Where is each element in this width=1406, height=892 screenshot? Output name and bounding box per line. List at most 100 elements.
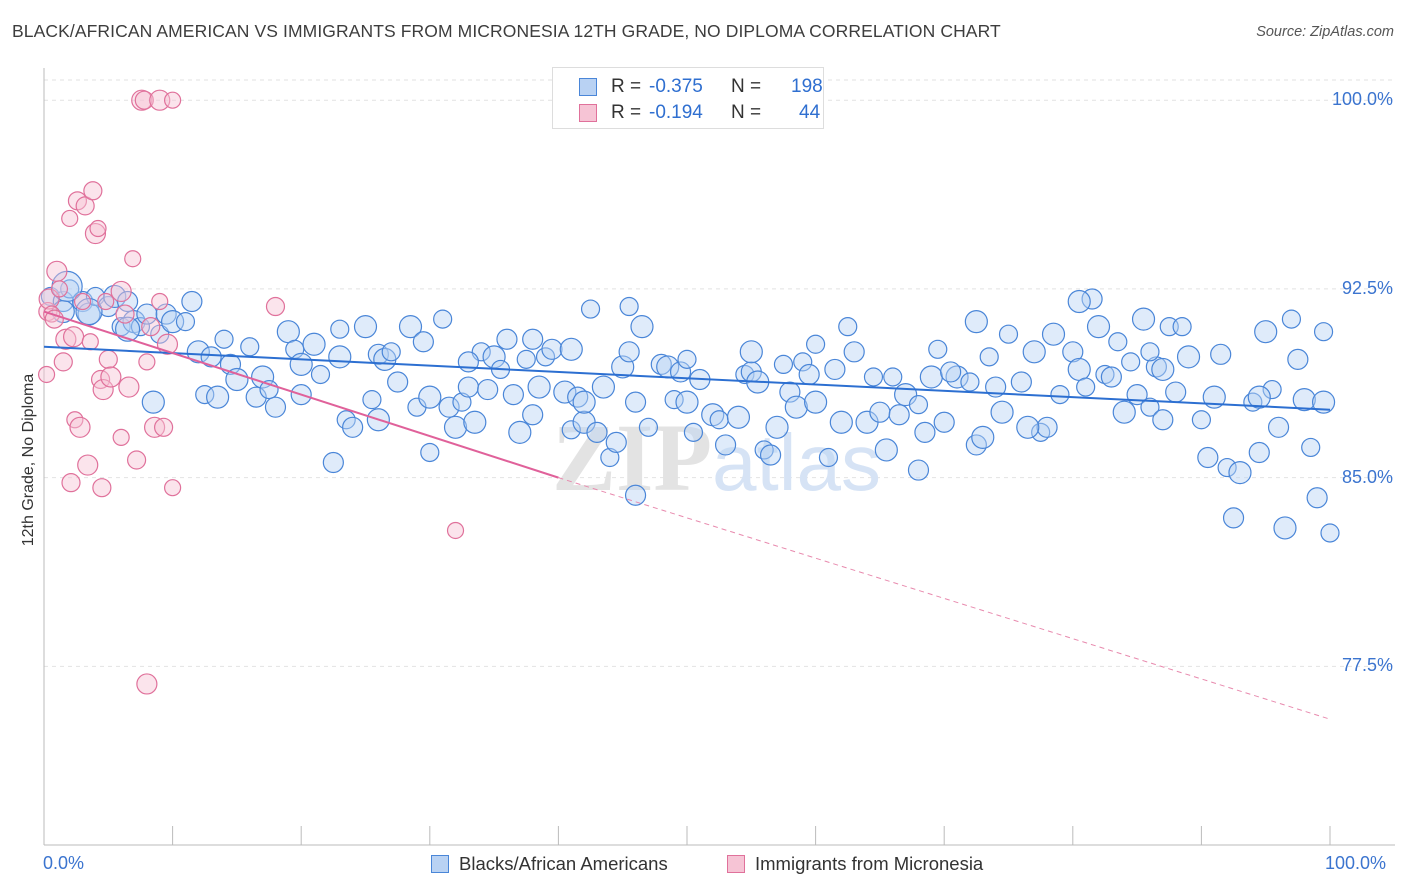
data-point: [443, 415, 468, 439]
data-point: [1273, 516, 1297, 540]
data-point: [245, 386, 267, 408]
data-point: [1152, 409, 1174, 431]
data-point: [586, 421, 608, 443]
data-point: [838, 317, 858, 337]
data-point: [322, 451, 344, 474]
data-point: [869, 401, 891, 423]
data-point: [477, 378, 499, 401]
data-point: [1140, 342, 1160, 362]
data-point: [181, 290, 203, 313]
data-point: [206, 385, 230, 409]
data-point: [559, 337, 583, 361]
data-point: [829, 410, 853, 434]
data-point: [214, 329, 234, 349]
legend-swatch-pink: [727, 855, 745, 873]
data-point: [805, 334, 826, 354]
data-point: [1306, 487, 1328, 509]
x-tick-label-max: 100.0%: [1325, 853, 1387, 873]
x-tick-label-min: 0.0%: [43, 853, 85, 873]
data-point: [933, 411, 955, 433]
data-point: [452, 392, 472, 412]
y-axis-label: 12th Grade, No Diploma: [20, 373, 37, 547]
data-point: [928, 339, 948, 359]
legend-swatch-blue: [431, 855, 449, 873]
data-point-large: [114, 316, 141, 342]
data-point: [1228, 460, 1252, 485]
legend-swatch-blue: [579, 78, 597, 96]
data-point: [141, 390, 165, 414]
series-blacks-points: [40, 270, 1340, 543]
data-point: [1172, 317, 1192, 337]
data-point: [1151, 357, 1175, 382]
data-point: [115, 304, 135, 324]
data-point: [1292, 388, 1316, 412]
data-point: [971, 425, 995, 449]
data-point: [650, 353, 672, 375]
data-point: [134, 90, 154, 110]
axes: [43, 68, 1395, 846]
data-point: [683, 422, 704, 442]
data-point: [600, 447, 620, 468]
data-point: [709, 410, 729, 430]
data-point: [92, 378, 114, 401]
data-point: [55, 328, 77, 350]
data-point: [883, 367, 903, 387]
data-point: [508, 420, 532, 444]
data-point: [561, 420, 581, 440]
data-point: [1076, 377, 1096, 397]
data-point: [675, 390, 699, 414]
data-point: [843, 341, 865, 363]
data-point: [97, 292, 115, 311]
data-point: [398, 315, 423, 339]
data-point: [624, 484, 647, 506]
legend-r-label: R =: [611, 102, 642, 123]
data-point: [1112, 400, 1136, 424]
data-point: [77, 454, 99, 476]
data-point: [572, 390, 596, 414]
data-point: [1202, 385, 1226, 409]
data-point: [1210, 343, 1232, 365]
data-point: [580, 299, 601, 319]
data-point: [264, 396, 287, 418]
trend-line-blacks: [43, 345, 1331, 411]
data-point: [1067, 289, 1091, 314]
data-point: [463, 410, 487, 434]
data-point: [289, 352, 313, 376]
data-point: [1140, 397, 1160, 417]
data-point: [1248, 441, 1270, 464]
data-point: [1100, 366, 1122, 388]
data-point: [118, 376, 140, 398]
data-point: [418, 385, 442, 409]
watermark-atlas: atlas: [712, 418, 881, 507]
data-point: [739, 340, 763, 364]
data-point: [251, 365, 275, 389]
data-point: [53, 352, 73, 372]
data-point: [803, 390, 828, 414]
data-point: [438, 396, 460, 418]
data-point: [1311, 390, 1336, 414]
data-point: [446, 521, 465, 540]
data-point: [124, 250, 142, 268]
legend-n-label: N =: [731, 76, 762, 97]
data-point: [1121, 352, 1141, 372]
data-point: [342, 416, 364, 438]
data-point: [116, 290, 139, 313]
data-point: [381, 342, 401, 362]
data-point: [998, 324, 1019, 344]
data-point: [979, 347, 999, 367]
legend-r-label: R =: [611, 76, 642, 97]
data-point: [960, 372, 980, 392]
data-point: [362, 390, 382, 410]
watermark-zip: ZIP: [552, 404, 712, 511]
data-point: [112, 428, 130, 446]
trend-line-micronesia-extension: [558, 477, 1331, 720]
data-point: [714, 434, 737, 456]
data-point: [1016, 415, 1040, 439]
data-point: [630, 315, 654, 339]
data-point: [919, 365, 943, 389]
data-point: [136, 673, 158, 695]
data-point: [1050, 384, 1070, 405]
data-point: [735, 364, 755, 385]
data-point: [940, 361, 962, 383]
data-point: [37, 365, 56, 384]
